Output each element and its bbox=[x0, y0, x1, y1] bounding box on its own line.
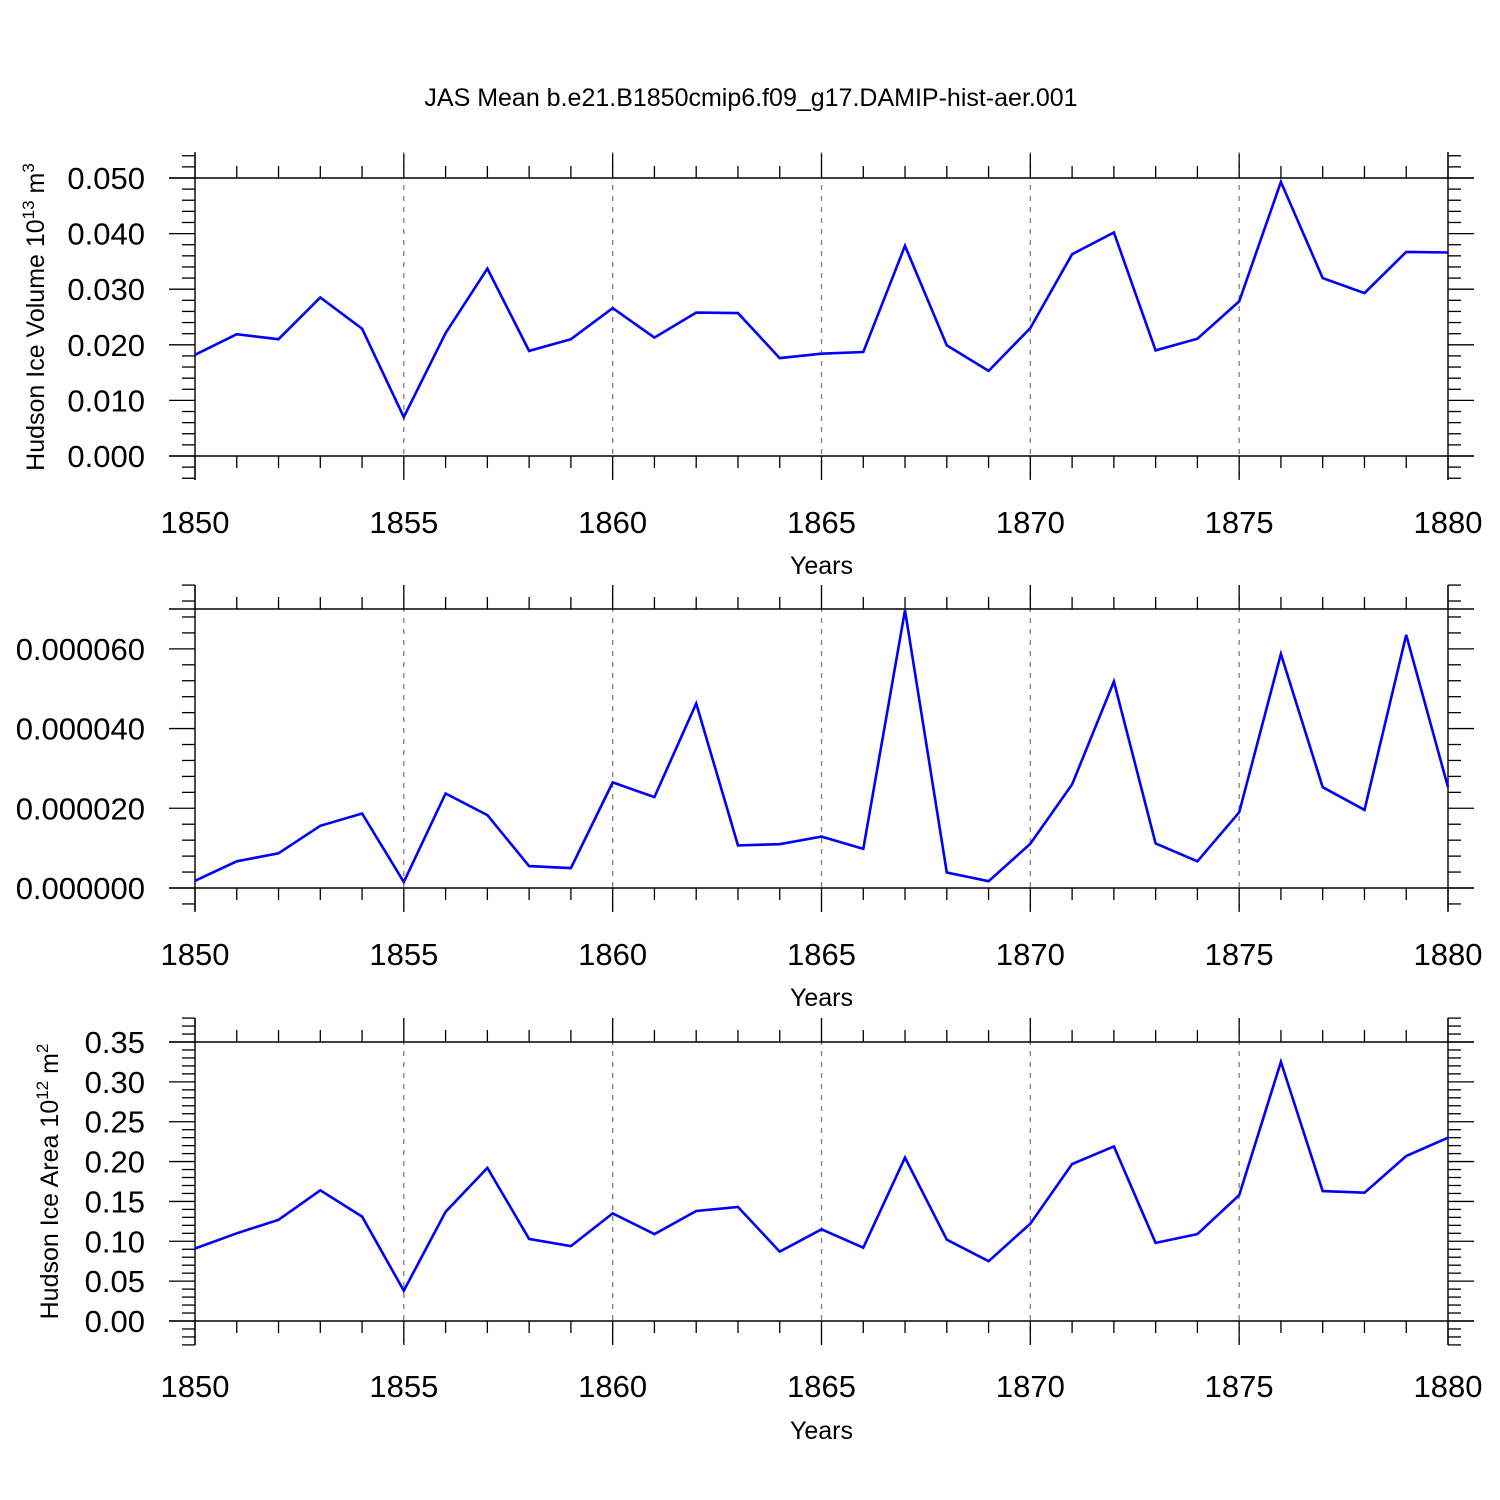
panel-1: 0.000 0.010 0.020 0.030 0.040 0.050 1850 1855 18… bbox=[19, 152, 1482, 580]
y-tick-label: 0.25 bbox=[85, 1105, 145, 1140]
x-tick-label: 1870 bbox=[996, 1369, 1065, 1404]
y-axis-label: Hudson Ice Volume 1013 m3 bbox=[19, 163, 50, 471]
series-line bbox=[194, 1057, 1449, 1294]
x-tick-label: 1880 bbox=[1414, 505, 1483, 540]
x-tick-label: 1880 bbox=[1414, 937, 1483, 972]
panel-2: 0.000000 0.000020 0.000040 0.000060 1850 1855… bbox=[16, 584, 1483, 1012]
y-tick-label: 0.00 bbox=[85, 1304, 145, 1339]
x-tick-label: 1875 bbox=[1205, 505, 1274, 540]
x-axis-label: Years bbox=[790, 1417, 853, 1445]
x-tick-label: 1860 bbox=[578, 937, 647, 972]
y-axis-label-text: Hudson Ice Volume 10 bbox=[22, 219, 50, 471]
x-tick-label: 1850 bbox=[161, 505, 230, 540]
y-axis-label-unit-exponent: 3 bbox=[19, 163, 38, 172]
y-axis-label-unit-exponent: 2 bbox=[33, 1044, 52, 1053]
panel-3: 0.00 0.05 0.10 0.15 0.20 0.25 0.30 0.35 1850 1855… bbox=[33, 1017, 1483, 1445]
y-tick-label: 0.35 bbox=[85, 1025, 145, 1060]
y-tick-label: 0.020 bbox=[67, 328, 145, 363]
x-tick-label: 1860 bbox=[578, 505, 647, 540]
y-tick-label: 0.000 bbox=[67, 439, 145, 474]
panels: 0.000 0.010 0.020 0.030 0.040 0.050 1850 1855 18… bbox=[16, 152, 1483, 1445]
y-tick-label: 0.10 bbox=[85, 1224, 145, 1259]
y-tick-label: 0.30 bbox=[85, 1065, 145, 1100]
x-tick-label: 1860 bbox=[578, 1369, 647, 1404]
x-tick-label: 1875 bbox=[1205, 937, 1274, 972]
x-axis-label: Years bbox=[790, 984, 853, 1012]
figure-title: JAS Mean b.e21.B1850cmip6.f09_g17.DAMIP-… bbox=[424, 84, 1077, 112]
x-tick-label: 1870 bbox=[996, 505, 1065, 540]
y-axis-label-unit: m bbox=[36, 1053, 64, 1081]
y-tick-label: 0.050 bbox=[67, 161, 145, 196]
series-line bbox=[194, 609, 1450, 885]
y-tick-label: 0.030 bbox=[67, 272, 145, 307]
x-tick-label: 1880 bbox=[1414, 1369, 1483, 1404]
x-tick-label: 1865 bbox=[787, 505, 856, 540]
y-tick-label: 0.20 bbox=[85, 1145, 145, 1180]
x-tick-label: 1850 bbox=[161, 937, 230, 972]
x-tick-label: 1855 bbox=[369, 505, 438, 540]
y-axis-label-exponent: 12 bbox=[33, 1081, 52, 1100]
x-tick-label: 1855 bbox=[369, 937, 438, 972]
y-tick-label: 0.000000 bbox=[16, 871, 145, 906]
y-tick-label: 0.010 bbox=[67, 383, 145, 418]
x-tick-label: 1870 bbox=[996, 937, 1065, 972]
y-tick-label: 0.05 bbox=[85, 1264, 145, 1299]
y-axis-label-unit: m bbox=[22, 173, 50, 201]
y-axis-label: Hudson Ice Area 1012 m2 bbox=[33, 1044, 64, 1320]
x-tick-label: 1855 bbox=[369, 1369, 438, 1404]
x-tick-label: 1865 bbox=[787, 1369, 856, 1404]
y-axis-label-exponent: 13 bbox=[19, 200, 38, 219]
x-tick-label: 1850 bbox=[161, 1369, 230, 1404]
x-tick-label: 1865 bbox=[787, 937, 856, 972]
y-axis-label-text: Hudson Ice Area 10 bbox=[36, 1100, 64, 1320]
y-tick-label: 0.040 bbox=[67, 217, 145, 252]
x-tick-label: 1875 bbox=[1205, 1369, 1274, 1404]
y-tick-label: 0.000040 bbox=[16, 712, 145, 747]
y-tick-label: 0.000060 bbox=[16, 632, 145, 667]
y-tick-label: 0.000020 bbox=[16, 791, 145, 826]
x-axis-label: Years bbox=[790, 552, 853, 580]
y-tick-label: 0.15 bbox=[85, 1184, 145, 1219]
